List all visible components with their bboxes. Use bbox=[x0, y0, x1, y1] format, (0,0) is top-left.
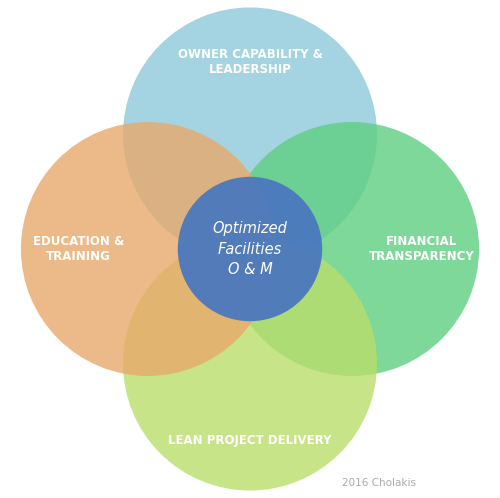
Circle shape bbox=[123, 237, 377, 491]
Circle shape bbox=[178, 177, 322, 321]
Circle shape bbox=[225, 122, 479, 376]
Circle shape bbox=[123, 7, 377, 261]
Circle shape bbox=[21, 122, 275, 376]
Text: EDUCATION &
TRAINING: EDUCATION & TRAINING bbox=[32, 235, 124, 263]
Text: Optimized
Facilities
O & M: Optimized Facilities O & M bbox=[212, 221, 288, 277]
Text: FINANCIAL
TRANSPARENCY: FINANCIAL TRANSPARENCY bbox=[369, 235, 474, 263]
Text: 2016 Cholakis: 2016 Cholakis bbox=[342, 478, 416, 488]
Text: LEAN PROJECT DELIVERY: LEAN PROJECT DELIVERY bbox=[168, 434, 332, 447]
Text: OWNER CAPABILITY &
LEADERSHIP: OWNER CAPABILITY & LEADERSHIP bbox=[178, 48, 322, 76]
